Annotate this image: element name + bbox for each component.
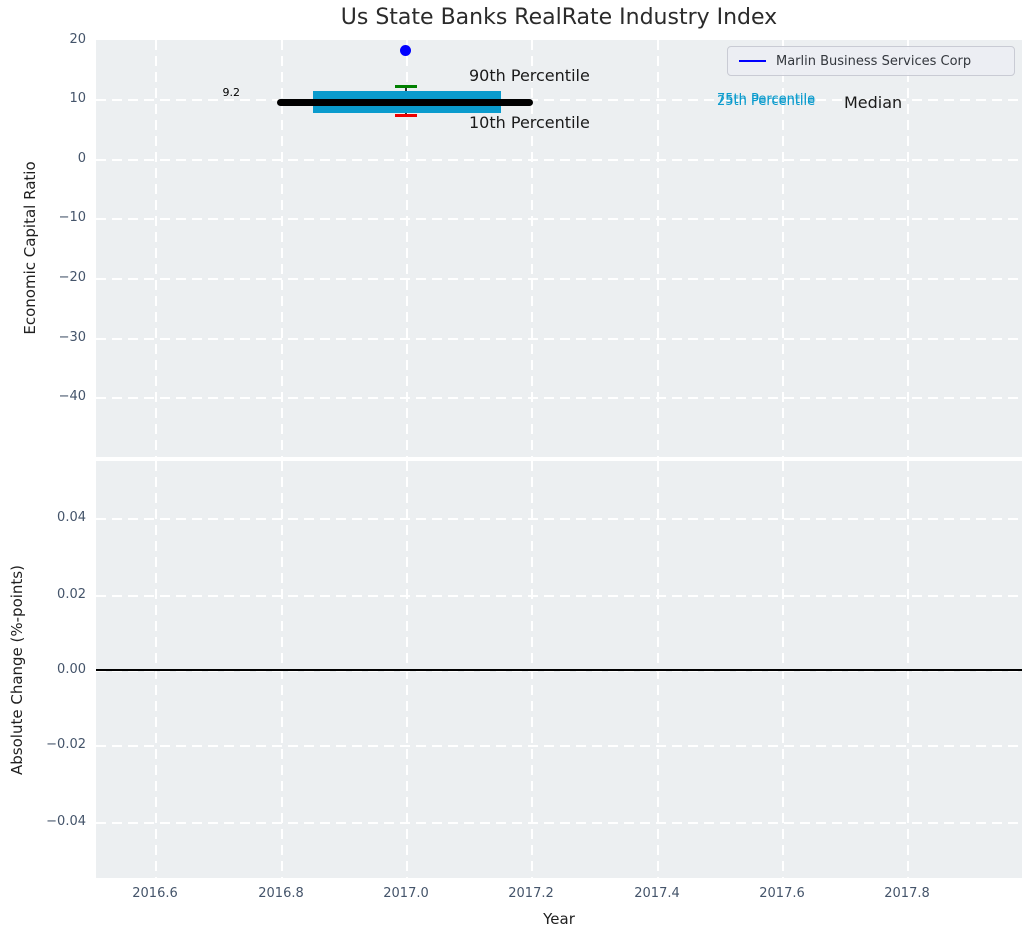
annotation-median: Median	[844, 93, 903, 112]
gridline-h	[96, 159, 1022, 161]
gridline-v	[907, 40, 909, 457]
annotation-75th-percentile: 75th Percentile	[717, 92, 816, 107]
gridline-h	[96, 218, 1022, 220]
chart-title: Us State Banks RealRate Industry Index	[340, 5, 778, 30]
legend-label: Marlin Business Services Corp	[776, 53, 972, 69]
y-tick-label: 20	[69, 32, 86, 47]
gridline-v	[281, 40, 283, 457]
annotation-90th-percentile: 90th Percentile	[469, 66, 590, 85]
legend: Marlin Business Services Corp	[727, 46, 1015, 76]
y-tick-label: −10	[58, 210, 86, 225]
annotation-10th-percentile: 10th Percentile	[469, 113, 590, 132]
y-tick-label: 0	[77, 151, 86, 166]
y-tick-label: −30	[58, 330, 86, 345]
x-tick-label: 2016.6	[132, 886, 178, 901]
x-axis-label: Year	[543, 910, 575, 928]
gridline-h	[96, 670, 1022, 672]
gridline-h	[96, 99, 1022, 101]
gridline-v	[155, 40, 157, 457]
x-tick-label: 2017.8	[884, 886, 930, 901]
y-tick-label: 0.00	[57, 662, 86, 677]
bottom-y-axis-label: Absolute Change (%-points)	[8, 565, 26, 775]
boxplot-10th-percentile-cap	[395, 114, 417, 117]
gridline-v	[406, 40, 408, 457]
y-tick-label: −0.04	[46, 814, 86, 829]
y-tick-label: 0.04	[57, 510, 86, 525]
gridline-h	[96, 518, 1022, 520]
x-tick-label: 2017.0	[383, 886, 429, 901]
company-data-point	[400, 45, 411, 56]
gridline-h	[96, 745, 1022, 747]
gridline-h	[96, 397, 1022, 399]
x-tick-label: 2016.8	[258, 886, 304, 901]
legend-line-sample-icon	[739, 60, 766, 62]
top-plot-area	[96, 40, 1022, 457]
gridline-h	[96, 278, 1022, 280]
y-tick-label: 10	[69, 91, 86, 106]
gridline-h	[96, 338, 1022, 340]
annotation-25th-percentile: 25th Percentile	[717, 94, 816, 109]
gridline-h	[96, 822, 1022, 824]
gridline-h	[96, 595, 1022, 597]
zero-change-line	[96, 669, 1022, 671]
boxplot-90th-percentile-cap	[395, 85, 417, 88]
gridline-v	[782, 40, 784, 457]
x-tick-label: 2017.6	[759, 886, 805, 901]
gridline-v	[531, 40, 533, 457]
gridline-v	[657, 40, 659, 457]
y-tick-label: −0.02	[46, 737, 86, 752]
y-tick-label: −20	[58, 270, 86, 285]
y-tick-label: 0.02	[57, 587, 86, 602]
top-y-axis-label: Economic Capital Ratio	[21, 161, 39, 335]
boxplot-median-line	[277, 99, 533, 106]
x-tick-label: 2017.4	[634, 886, 680, 901]
y-tick-label: −40	[58, 389, 86, 404]
median-value-annotation: 9.2	[222, 86, 241, 99]
x-tick-label: 2017.2	[508, 886, 554, 901]
bottom-plot-area	[96, 461, 1022, 878]
